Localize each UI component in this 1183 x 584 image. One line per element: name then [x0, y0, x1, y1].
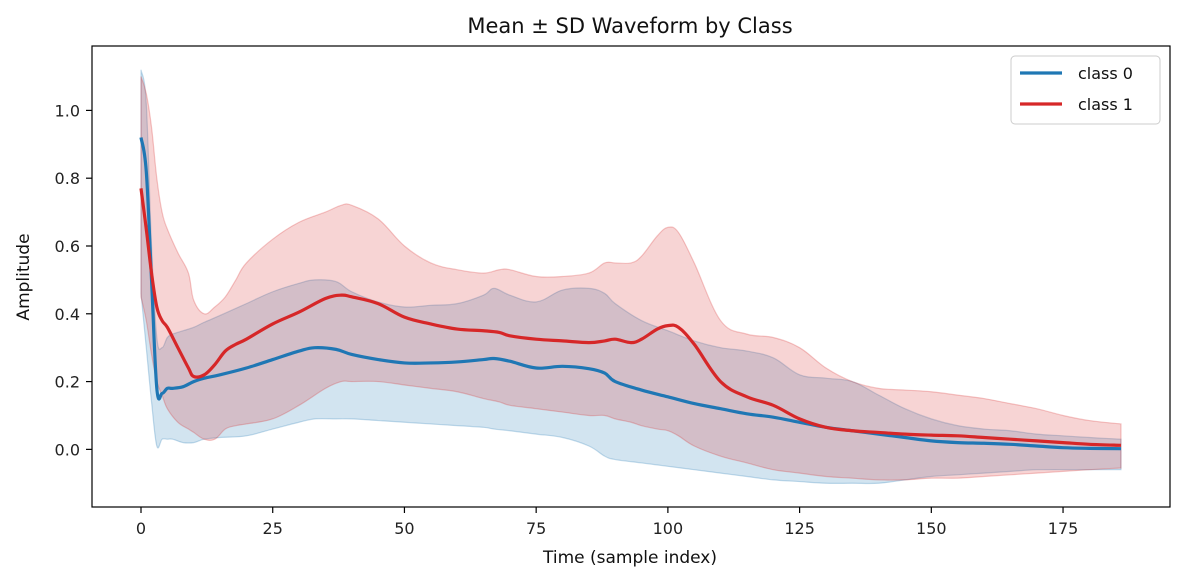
mean-line-class-1	[139, 188, 1122, 447]
y-axis-label: Amplitude	[14, 233, 34, 320]
y-tick-label: 0.8	[55, 169, 80, 188]
sd-band-class-0	[140, 69, 1122, 485]
y-tick-label: 0.0	[55, 440, 80, 459]
chart-title: Mean ± SD Waveform by Class	[467, 14, 792, 38]
legend-label-class-0: class 0	[1078, 64, 1133, 83]
legend-label-class-1: class 1	[1078, 95, 1133, 114]
x-tick-label: 75	[526, 519, 546, 538]
y-tick-label: 0.2	[55, 373, 80, 392]
y-axis-ticks: 0.0 0.2 0.4 0.6 0.8 1.0	[55, 101, 92, 459]
x-tick-label: 0	[136, 519, 146, 538]
x-tick-label: 175	[1048, 519, 1079, 538]
x-tick-label: 150	[916, 519, 947, 538]
legend: class 0 class 1	[1010, 55, 1161, 125]
x-tick-label: 100	[653, 519, 684, 538]
mean-lines	[139, 137, 1122, 451]
y-tick-label: 0.6	[55, 237, 80, 256]
x-tick-label: 125	[784, 519, 815, 538]
x-tick-label: 25	[263, 519, 283, 538]
y-tick-label: 0.4	[55, 305, 80, 324]
sd-bands	[140, 69, 1122, 485]
sd-band-class-1	[140, 76, 1122, 481]
x-tick-label: 50	[394, 519, 414, 538]
x-axis-ticks: 0 25 50 75 100 125 150 175	[136, 507, 1078, 538]
x-axis-label: Time (sample index)	[542, 548, 717, 568]
plot-frame	[91, 45, 1171, 508]
y-tick-label: 1.0	[55, 101, 80, 120]
mean-line-class-0	[139, 137, 1122, 451]
